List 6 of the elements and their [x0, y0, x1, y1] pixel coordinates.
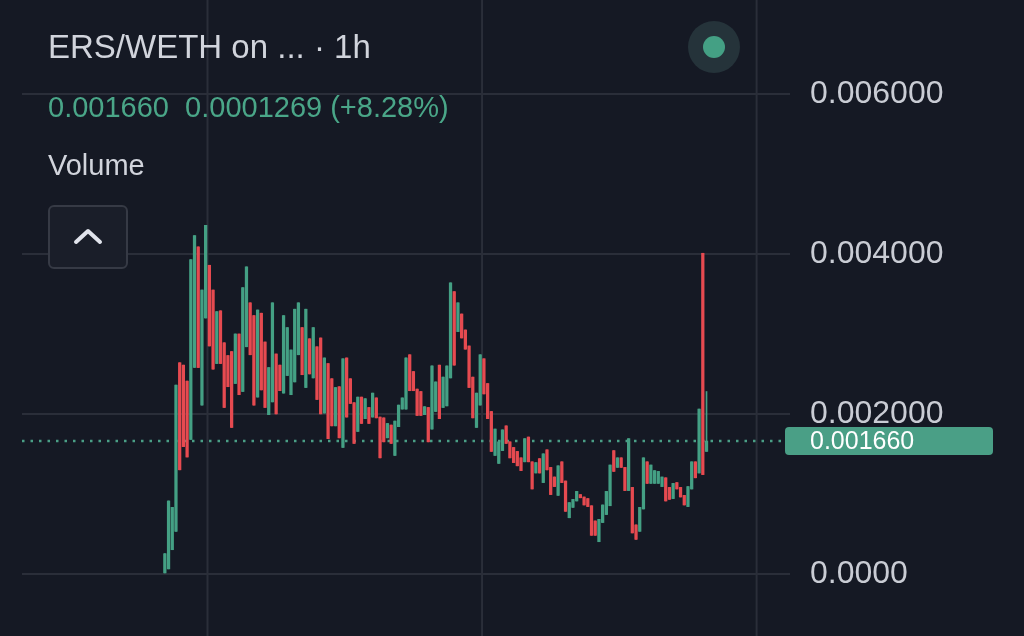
text: ERS/WETH on ... · 1h [48, 28, 371, 66]
text: 0.001660 0.0001269 (+8.28%) [48, 90, 449, 124]
annotation: Volume [48, 148, 145, 183]
y-tick-label: 0.006000 [810, 74, 944, 111]
y-tick-label: 0.0000 [810, 553, 908, 590]
y-tick-label: 0.004000 [810, 233, 944, 270]
